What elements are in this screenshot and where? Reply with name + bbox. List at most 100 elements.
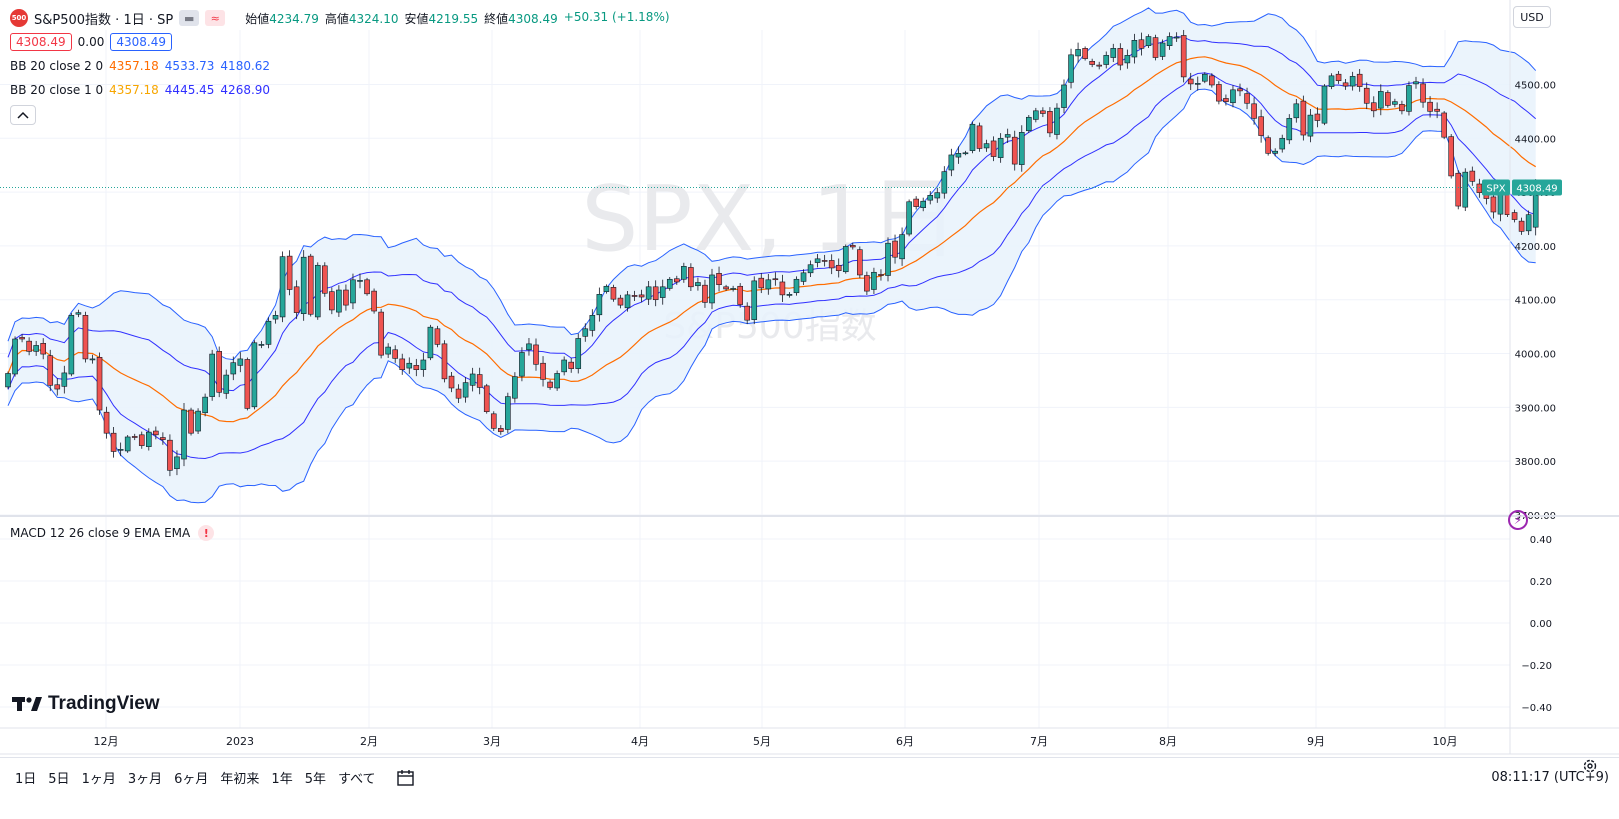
candle	[1237, 83, 1243, 97]
candle	[765, 273, 772, 295]
time-tick-label: 5月	[753, 735, 771, 748]
macd-legend[interactable]: MACD 12 26 close 9 EMA EMA !	[10, 525, 215, 541]
candle	[1166, 32, 1173, 50]
calendar-goto-icon[interactable]	[395, 767, 417, 789]
candle	[314, 262, 321, 320]
candle	[96, 352, 103, 415]
time-tick-label: 3月	[483, 735, 501, 748]
candle	[1265, 135, 1271, 156]
candle	[1293, 98, 1300, 123]
range-button[interactable]: 6ヶ月	[174, 772, 209, 787]
candle	[82, 311, 89, 363]
bollinger-band-fill	[8, 7, 1536, 503]
range-button[interactable]: 1ヶ月	[81, 772, 116, 787]
candle	[1159, 39, 1166, 61]
candle	[589, 309, 596, 337]
low-label: 安値	[404, 11, 429, 26]
minus-icon[interactable]: ▬	[179, 10, 200, 26]
range-button[interactable]: 3ヶ月	[127, 772, 163, 787]
candle	[1328, 73, 1335, 90]
range-button[interactable]: 1年	[271, 772, 293, 787]
price-tick-label: 4200.00	[1515, 242, 1556, 253]
open-label: 始値	[245, 11, 270, 26]
candle	[1011, 130, 1018, 171]
macd-tick-label: −0.20	[1521, 661, 1552, 672]
warning-icon[interactable]: !	[198, 525, 215, 541]
candle	[1033, 107, 1039, 123]
last-price-ticker: SPX	[1486, 184, 1505, 195]
candle	[547, 379, 553, 390]
candle	[1230, 85, 1236, 108]
candle	[1117, 43, 1124, 71]
range-button[interactable]: 年初来	[220, 772, 260, 787]
sell-price-button[interactable]: 4308.49	[10, 33, 72, 51]
candle	[1258, 109, 1264, 143]
candle	[490, 411, 497, 431]
candle	[251, 340, 258, 410]
candle	[864, 271, 870, 295]
candle	[1448, 134, 1454, 179]
candle	[737, 283, 743, 308]
range-button[interactable]: 5日	[48, 772, 70, 787]
candle	[702, 279, 708, 308]
candle	[730, 285, 736, 292]
last-price-value: 4308.49	[1516, 184, 1557, 195]
candle	[1180, 29, 1187, 83]
candle	[117, 442, 124, 457]
range-button[interactable]: 1日	[15, 772, 37, 787]
settings-gear-icon[interactable]	[1580, 756, 1600, 776]
candle	[857, 246, 863, 279]
bb2-basis: 4357.18	[109, 59, 159, 73]
candle	[26, 337, 32, 356]
candle	[645, 280, 652, 305]
candle	[1216, 81, 1222, 105]
candle	[1321, 84, 1328, 126]
collapse-legend-button[interactable]	[10, 105, 36, 125]
clock[interactable]: 08:11:17 (UTC+9)	[1491, 770, 1609, 785]
candle	[906, 199, 912, 237]
currency-button[interactable]: USD	[1513, 6, 1551, 28]
candle	[1462, 168, 1469, 212]
range-button[interactable]: すべて	[337, 772, 376, 787]
candle	[1068, 48, 1074, 89]
candle	[336, 285, 342, 317]
price-tick-label: 4000.00	[1515, 350, 1556, 361]
candle	[716, 266, 722, 292]
candle	[216, 346, 222, 398]
range-button[interactable]: 5年	[304, 772, 326, 787]
symbol-title[interactable]: S&P500指数 · 1日 · SP	[34, 12, 174, 28]
candle	[160, 432, 166, 445]
candle	[1525, 210, 1532, 236]
candle	[990, 136, 997, 162]
bb2-row[interactable]: BB 20 close 2 0 4357.18 4533.73 4180.62	[10, 54, 670, 78]
candle	[723, 284, 729, 291]
tradingview-logo[interactable]: TradingView	[12, 693, 160, 715]
buy-price-button[interactable]: 4308.49	[110, 33, 172, 51]
candle	[279, 251, 286, 323]
range-buttons: 1日 5日 1ヶ月 3ヶ月 6ヶ月 年初来 1年 5年 すべて	[10, 768, 381, 787]
candle	[1194, 76, 1201, 91]
candle	[462, 377, 469, 403]
approx-icon[interactable]: ≈	[205, 10, 226, 26]
bb1-row[interactable]: BB 20 close 1 0 4357.18 4445.45 4268.90	[10, 78, 670, 102]
candle	[1018, 125, 1025, 172]
lightning-icon[interactable]: ⚡	[1508, 510, 1528, 530]
time-tick-label: 2023	[226, 735, 254, 748]
candle	[955, 146, 962, 164]
candle	[1349, 71, 1356, 91]
candle	[1089, 58, 1095, 68]
bb-lower-2sd-line	[7, 88, 1536, 504]
candle	[1187, 72, 1194, 91]
bb1-basis: 4357.18	[109, 83, 159, 97]
candle	[1223, 94, 1229, 106]
candle	[519, 347, 525, 382]
candle	[899, 227, 905, 266]
candle	[202, 393, 208, 417]
candle	[533, 338, 539, 371]
high-label: 高値	[324, 11, 349, 26]
candle	[1455, 170, 1462, 210]
candle	[1279, 134, 1286, 153]
ohlc-values: 始値4234.79 高値4324.10 安値4219.55 終値4308.49 …	[245, 10, 669, 27]
trade-row: 4308.49 0.00 4308.49	[10, 30, 670, 54]
